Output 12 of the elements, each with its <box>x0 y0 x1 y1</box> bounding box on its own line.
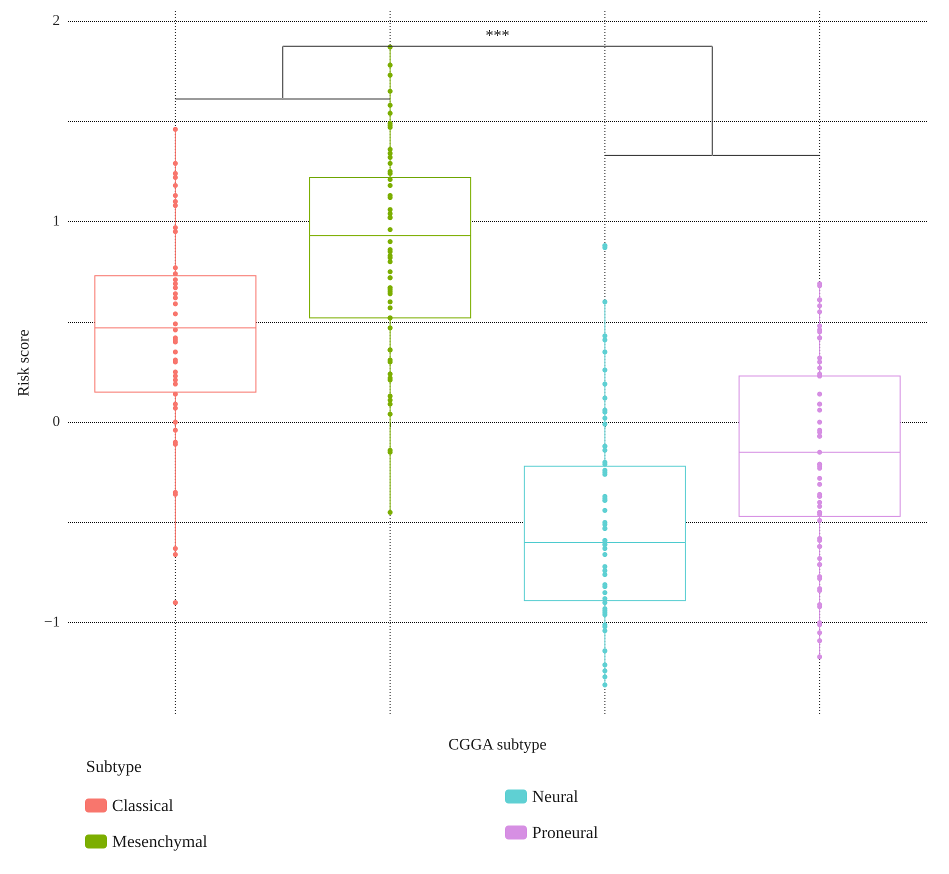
y-tick-label: 2 <box>52 13 60 30</box>
legend-label: Neural <box>532 787 579 806</box>
legend-label: Proneural <box>532 823 598 842</box>
y-axis-title: Risk score <box>16 329 32 397</box>
annotation: *** <box>486 28 510 45</box>
y-tick-label: 0 <box>52 414 60 430</box>
legend-label: Classical <box>112 796 174 815</box>
y-tick-label: −1 <box>44 614 60 631</box>
x-axis-title: CGGA subtype <box>448 736 547 754</box>
legend-label: Mesenchymal <box>112 832 208 851</box>
y-tick-label: 1 <box>52 214 60 230</box>
legend-title: Subtype <box>86 757 142 776</box>
